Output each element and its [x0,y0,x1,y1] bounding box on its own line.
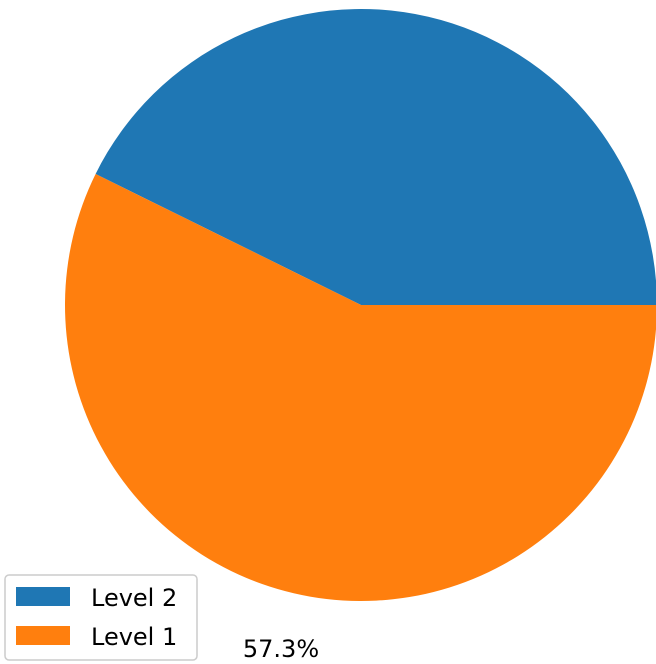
legend-label-level-2: Level 2 [91,584,177,612]
legend-swatch-level-1 [16,626,70,645]
data-label-level-1: 57.3% [243,635,319,663]
pie-slice-level-2 [95,9,656,305]
legend-swatch-level-2 [16,587,70,606]
legend: Level 2 Level 1 [4,574,198,661]
legend-label-level-1: Level 1 [91,623,177,651]
pie-slices [65,9,656,601]
pie-slice-level-1 [65,173,656,601]
